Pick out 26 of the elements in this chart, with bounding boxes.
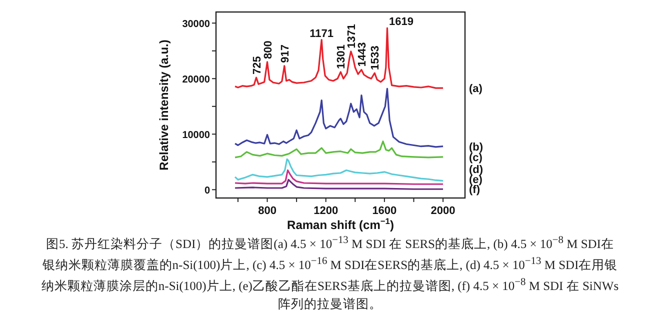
x-tick-label: 2000	[430, 205, 456, 217]
x-tick-label: 1200	[314, 205, 338, 217]
annotation: 1619	[388, 16, 414, 28]
text: 图5. 苏丹红染料分子（SDI）的拉曼谱图(a) 4.5 × 10$^{−13}$ M SDI 在 SERS的基底上, (b) 4.5 × 10$^{−8}$ M SDI在银纳米颗粒薄膜覆盖的n-Si(100)片上, (c) 4.5 × 10$^{−16}$ M SDI在SERS的基底上, (d) 4.5 × 10$^{−13}$ M SDI在用银纳米颗粒薄膜涂层的n-Si(100)片上, (e)乙酸乙酯在SERS基底上的拉曼谱图, (f) 4.5 × 10$^{−8}$ M SDI 在 SiNWs阵列的拉曼谱图。	[41, 235, 619, 312]
annotation: 1371	[346, 24, 358, 48]
text: (d)	[469, 164, 484, 176]
text: (c)	[469, 152, 483, 164]
y-axis-title: Relative intensity (a.u.)	[157, 40, 171, 170]
y-tick-label: 20000	[182, 74, 210, 86]
annotation: 725	[251, 56, 264, 75]
text: (a)	[469, 83, 483, 96]
annotation: 1533	[370, 46, 382, 70]
text: (e)	[469, 174, 483, 186]
text: (b)	[469, 141, 484, 154]
text: (f)	[469, 184, 480, 196]
annotation: 1301	[336, 44, 348, 69]
x-tick-label: 1600	[372, 205, 397, 217]
annotation: 800	[262, 40, 274, 59]
x-axis-title: Raman shift (cm$^{−1}$)	[287, 216, 394, 232]
annotation: 1171	[310, 28, 334, 40]
annotation: 917	[279, 44, 292, 63]
y-tick-label: 10000	[182, 130, 210, 142]
x-tick-label: 800	[258, 205, 276, 217]
y-tick-label: 30000	[182, 19, 210, 30]
y-tick-label: 0	[204, 186, 210, 197]
annotation: 1443	[356, 42, 368, 67]
